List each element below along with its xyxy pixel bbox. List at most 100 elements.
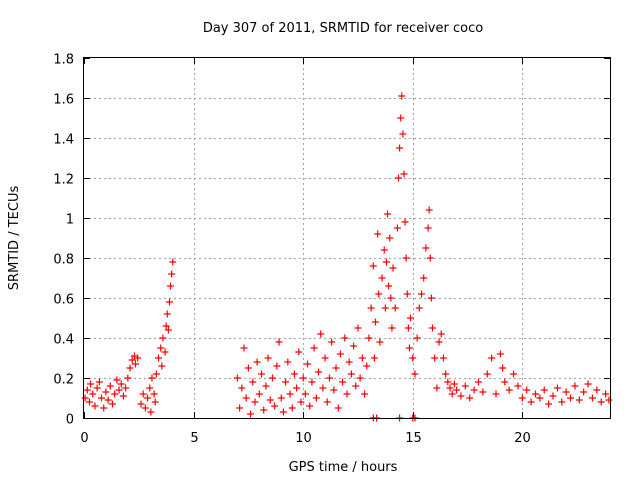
data-point: [275, 338, 283, 346]
data-point: [422, 244, 430, 252]
data-point: [165, 298, 173, 306]
data-point: [164, 326, 172, 334]
data-point: [159, 334, 167, 342]
data-point: [380, 246, 388, 254]
data-point: [575, 396, 583, 404]
data-point: [308, 378, 316, 386]
data-points: [81, 92, 613, 422]
data-point: [399, 130, 407, 138]
data-point: [523, 386, 531, 394]
data-point: [336, 350, 344, 358]
data-point: [450, 380, 458, 388]
data-point: [106, 382, 114, 390]
data-point: [151, 398, 159, 406]
data-point: [168, 270, 176, 278]
data-point: [602, 390, 610, 398]
data-point: [393, 224, 401, 232]
data-point: [413, 334, 421, 342]
data-point: [91, 402, 99, 410]
data-point: [352, 382, 360, 390]
data-point: [549, 392, 557, 400]
data-point: [236, 404, 244, 412]
data-point: [312, 394, 320, 402]
data-point: [247, 410, 255, 418]
data-point: [161, 348, 169, 356]
data-point: [299, 374, 307, 382]
data-point: [367, 304, 375, 312]
data-point: [286, 390, 294, 398]
data-point: [155, 354, 163, 362]
data-point: [242, 394, 250, 402]
data-point: [169, 258, 177, 266]
data-point: [339, 378, 347, 386]
data-point: [102, 388, 110, 396]
data-point: [466, 394, 474, 402]
data-point: [405, 344, 413, 352]
data-point: [260, 406, 268, 414]
data-point: [268, 374, 276, 382]
y-axis-label: SRMTID / TECUs: [7, 186, 22, 291]
data-point: [545, 400, 553, 408]
data-point: [290, 370, 298, 378]
data-point: [363, 362, 371, 370]
data-point: [295, 348, 303, 356]
data-point: [304, 360, 312, 368]
data-point: [388, 324, 396, 332]
data-point: [100, 404, 108, 412]
data-point: [475, 378, 482, 386]
data-point: [301, 390, 309, 398]
data-point: [240, 344, 248, 352]
data-point: [531, 390, 539, 398]
data-point: [396, 144, 404, 152]
data-point: [334, 404, 342, 412]
data-point: [150, 390, 158, 398]
data-point: [108, 400, 116, 408]
data-point: [113, 376, 121, 384]
data-point: [126, 364, 134, 372]
data-point: [483, 370, 491, 378]
data-point: [382, 258, 390, 266]
data-point: [385, 282, 393, 290]
data-point: [323, 398, 331, 406]
data-point: [403, 290, 411, 298]
data-point: [376, 338, 384, 346]
data-point: [317, 330, 325, 338]
data-point: [501, 378, 509, 386]
y-tick-label: 0.8: [53, 253, 74, 268]
data-point: [492, 390, 500, 398]
data-point: [279, 408, 287, 416]
data-point: [284, 358, 292, 366]
data-point: [273, 362, 281, 370]
data-point: [328, 338, 336, 346]
data-point: [139, 390, 147, 398]
data-point: [341, 334, 349, 342]
data-point: [420, 274, 428, 282]
data-point: [584, 380, 592, 388]
data-point: [527, 398, 535, 406]
data-point: [350, 342, 358, 350]
data-point: [266, 396, 274, 404]
data-point: [264, 354, 272, 362]
data-point: [470, 386, 478, 394]
data-point: [361, 390, 369, 398]
data-point: [325, 374, 333, 382]
data-point: [514, 382, 522, 390]
data-point: [83, 386, 91, 394]
data-point: [395, 174, 403, 182]
data-point: [128, 356, 136, 364]
data-point: [132, 360, 140, 368]
data-point: [453, 386, 461, 394]
y-tick-label: 1.8: [53, 53, 74, 68]
data-point: [85, 398, 93, 406]
data-point: [381, 304, 389, 312]
data-point: [404, 324, 412, 332]
data-point: [282, 378, 290, 386]
data-point: [384, 210, 392, 218]
data-point: [558, 398, 566, 406]
data-point: [358, 354, 366, 362]
data-point: [332, 364, 340, 372]
data-point: [146, 384, 154, 392]
data-point: [369, 262, 377, 270]
data-point: [553, 384, 561, 392]
data-point: [605, 396, 613, 404]
